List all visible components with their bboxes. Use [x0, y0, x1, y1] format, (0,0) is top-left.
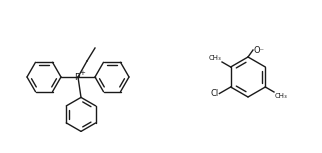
Text: CH₃: CH₃ [208, 55, 221, 61]
Text: O⁻: O⁻ [254, 45, 265, 54]
Text: P: P [74, 73, 80, 82]
Text: +: + [79, 70, 85, 76]
Text: Cl: Cl [210, 89, 218, 98]
Text: CH₃: CH₃ [275, 93, 288, 99]
